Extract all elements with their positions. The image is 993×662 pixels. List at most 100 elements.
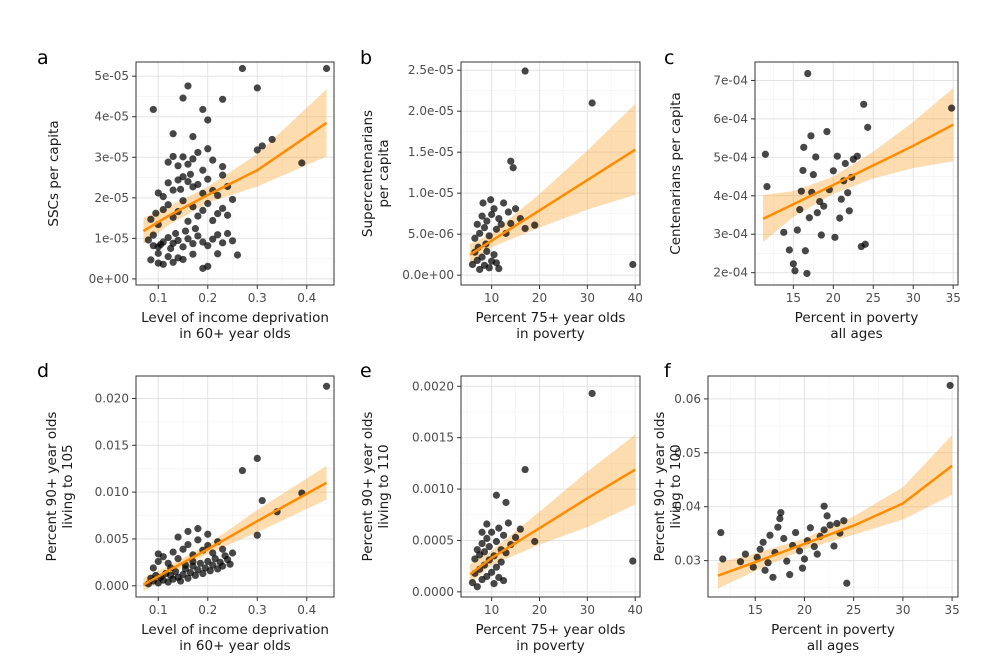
data-point <box>164 233 172 242</box>
data-point <box>167 244 175 253</box>
y-tick-label: 3e-05 <box>94 150 129 164</box>
x-tick-label: 0.2 <box>198 291 217 305</box>
data-point <box>483 572 491 581</box>
y-tick-label: 0.03 <box>674 554 701 568</box>
data-point <box>807 132 815 140</box>
y-tick-label: 2e-04 <box>713 266 748 280</box>
regression-line <box>142 481 328 586</box>
data-point <box>152 209 160 217</box>
x-tick-label: 35 <box>946 291 961 305</box>
data-point <box>169 152 177 161</box>
data-point <box>176 577 185 585</box>
data-point <box>179 570 187 579</box>
data-point <box>478 539 486 548</box>
regression-line <box>469 148 636 256</box>
data-point <box>204 557 212 566</box>
panel-letter: d <box>37 360 49 382</box>
data-point <box>798 564 807 572</box>
data-point <box>497 220 505 228</box>
data-point <box>759 538 767 546</box>
data-point <box>492 563 501 571</box>
data-point <box>149 105 157 114</box>
x-tick-label: 15 <box>748 603 763 617</box>
data-point <box>478 253 486 261</box>
data-point <box>179 243 187 251</box>
data-point <box>844 189 852 197</box>
data-point <box>184 160 192 168</box>
data-point <box>219 239 227 247</box>
confidence-band <box>762 88 954 242</box>
y-tick-label: 1.0e-05 <box>408 186 454 200</box>
data-point <box>159 193 167 201</box>
data-point <box>761 566 769 574</box>
regression-line <box>762 123 954 220</box>
data-point <box>588 389 596 398</box>
data-point <box>298 159 306 167</box>
data-point <box>179 197 187 205</box>
regression-line <box>469 468 636 576</box>
data-point <box>764 559 772 567</box>
data-point <box>258 142 266 150</box>
y-tick-label: 2.0e-05 <box>408 104 454 118</box>
data-point <box>511 205 520 213</box>
data-point <box>763 182 771 191</box>
regression-line <box>717 464 953 577</box>
data-point <box>189 250 197 258</box>
x-tick-label: 0.2 <box>198 603 217 617</box>
data-point <box>204 116 212 124</box>
data-point <box>483 247 491 255</box>
data-point <box>823 512 831 520</box>
x-axis-title: Percent in poverty <box>771 622 895 638</box>
data-point <box>181 227 190 235</box>
data-point <box>492 225 501 233</box>
data-point <box>837 195 845 203</box>
y-tick-label: 1.5e-05 <box>408 145 454 159</box>
data-point <box>214 210 222 218</box>
data-point <box>836 214 844 222</box>
y-axis-title: living to 105 <box>60 444 76 528</box>
data-point <box>322 64 331 73</box>
data-point <box>820 526 828 534</box>
data-point <box>154 557 162 566</box>
data-point <box>253 84 261 92</box>
data-point <box>228 195 237 204</box>
data-point <box>490 205 498 213</box>
data-point <box>199 238 207 246</box>
x-tick-label: 0.3 <box>248 291 267 305</box>
x-tick-label: 20 <box>826 291 841 305</box>
x-axis-title: all ages <box>807 638 859 654</box>
data-point <box>154 249 162 257</box>
data-point <box>204 175 212 183</box>
panel-letter: f <box>664 360 672 382</box>
x-tick-label: 20 <box>532 603 547 617</box>
data-point <box>791 267 799 275</box>
data-point <box>507 219 515 228</box>
data-point <box>147 256 155 264</box>
data-point <box>172 229 180 238</box>
data-point <box>495 524 503 532</box>
data-point <box>253 454 261 463</box>
data-point <box>179 94 187 102</box>
data-point <box>511 533 520 541</box>
y-axis-title: Supercentenarians <box>360 110 376 237</box>
data-point <box>495 214 503 223</box>
data-point <box>189 240 197 248</box>
y-tick-label: 4e-05 <box>94 110 129 124</box>
data-point <box>800 143 808 151</box>
x-axis-title: in poverty <box>516 638 585 654</box>
panel-border <box>135 61 335 286</box>
x-tick-label: 10 <box>484 291 499 305</box>
panel-f: 15 20 25 30 35 0.03 0.04 0.05 0.06 Percent in pov… <box>652 360 960 654</box>
data-point <box>766 531 774 539</box>
y-tick-label: 0.005 <box>95 532 129 546</box>
data-point <box>504 519 512 527</box>
data-point <box>495 265 503 273</box>
data-point <box>480 548 489 556</box>
data-point <box>805 214 813 222</box>
data-point <box>769 573 777 581</box>
data-point <box>531 537 539 546</box>
data-point <box>810 543 818 551</box>
data-point <box>233 251 242 259</box>
data-point <box>253 146 261 154</box>
x-tick-label: 0.3 <box>248 603 267 617</box>
